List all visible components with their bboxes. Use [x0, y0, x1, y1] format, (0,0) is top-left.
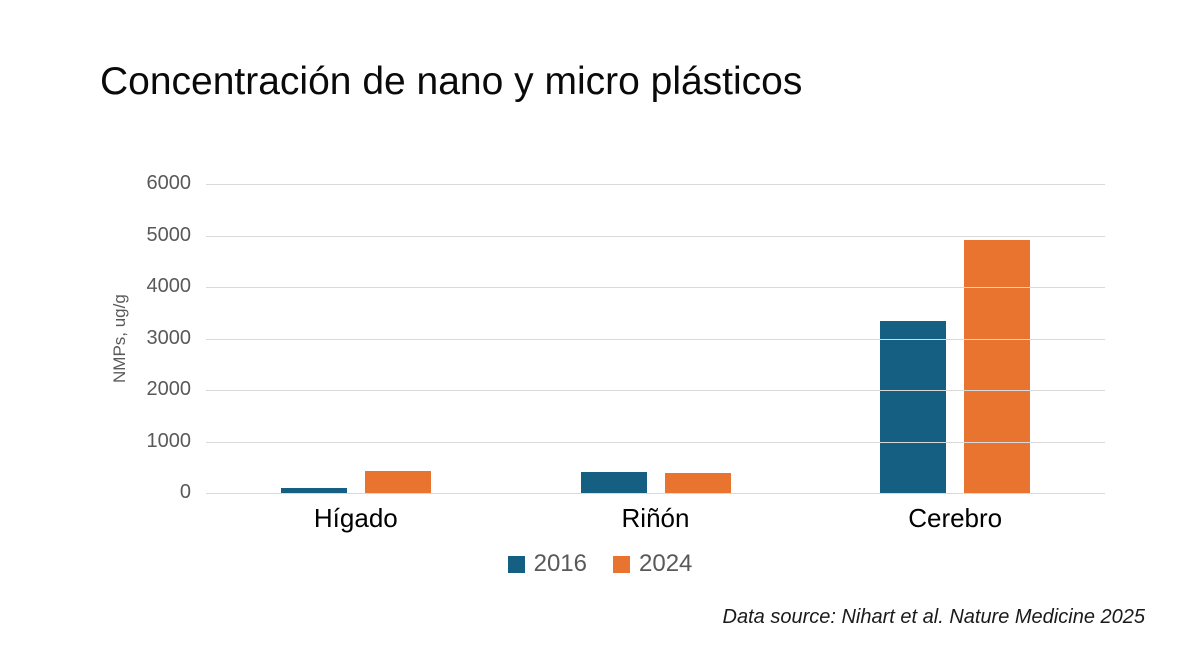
- bar-group-0: [206, 470, 506, 493]
- y-tick-label-1000: 1000: [146, 429, 192, 452]
- gridline-0: [206, 493, 1105, 494]
- legend: 2016 2024: [0, 550, 1200, 578]
- gridline-1000: [206, 441, 1105, 443]
- x-label-0: Hígado: [313, 503, 398, 533]
- gridline-3000: [206, 338, 1105, 340]
- legend-swatch-2024: [613, 555, 630, 573]
- gridline-2000: [206, 390, 1105, 391]
- page-title: Concentración de nano y micro plásticos: [100, 60, 803, 103]
- x-axis-labels: Hígado Riñón Cerebro: [206, 503, 1105, 534]
- legend-item-2024: 2024: [613, 550, 692, 578]
- bar-rinon-2016: [580, 472, 647, 493]
- y-tick-label-6000: 6000: [146, 172, 192, 195]
- legend-label-2024: 2024: [639, 550, 693, 577]
- y-tick-label-0: 0: [179, 481, 191, 504]
- bar-rinon-2024: [664, 472, 731, 493]
- y-tick-label-5000: 5000: [146, 223, 192, 246]
- bar-cerebro-2024: [964, 239, 1031, 493]
- gridline-6000: [206, 184, 1105, 185]
- y-tick-label-2000: 2000: [146, 378, 192, 401]
- gridline-4000: [206, 287, 1105, 288]
- gridline-5000: [206, 235, 1105, 237]
- plot-area: 0 1000 2000 3000 4000 5000 6000: [147, 172, 1105, 503]
- bars-layer: [206, 184, 1105, 493]
- legend-swatch-2016: [507, 555, 525, 573]
- x-label-2: Cerebro: [908, 503, 1003, 533]
- bar-group-1: [506, 472, 806, 493]
- legend-item-2016: 2016: [507, 550, 587, 578]
- source-note: Data source: Nihart et al. Nature Medici…: [722, 606, 1145, 628]
- bar-higado-2024: [364, 470, 431, 493]
- legend-label-2016: 2016: [533, 550, 587, 577]
- bar-group-2: [805, 239, 1105, 493]
- bar-higado-2016: [280, 487, 347, 493]
- y-tick-label-3000: 3000: [146, 326, 192, 349]
- y-tick-label-4000: 4000: [146, 275, 192, 298]
- x-label-1: Riñón: [621, 503, 690, 533]
- bar-cerebro-2016: [880, 320, 947, 493]
